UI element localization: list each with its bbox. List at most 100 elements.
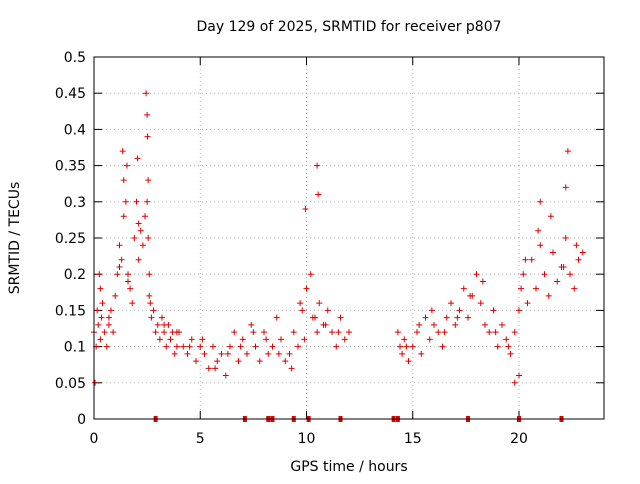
data-point <box>147 300 154 307</box>
data-point <box>197 343 204 350</box>
data-point <box>273 314 280 321</box>
x-tick-label: 10 <box>298 431 316 447</box>
data-point <box>337 314 344 321</box>
data-point <box>448 300 454 307</box>
data-point <box>210 343 216 350</box>
y-tick-label: 0.05 <box>55 376 86 392</box>
data-point <box>105 321 112 328</box>
data-point <box>161 329 168 336</box>
data-point <box>465 314 471 321</box>
x-axis-label: GPS time / hours <box>290 459 407 475</box>
data-point <box>173 329 180 336</box>
data-point <box>314 162 321 169</box>
y-tick-label: 0 <box>77 412 86 428</box>
data-point <box>144 198 151 205</box>
data-point <box>250 329 257 336</box>
data-point <box>118 256 125 263</box>
data-point <box>290 329 297 336</box>
data-point <box>222 372 229 379</box>
data-point <box>528 256 535 263</box>
data-point <box>98 314 105 321</box>
data-point <box>456 307 463 314</box>
x-tick-label: 5 <box>196 431 205 447</box>
data-point <box>97 285 104 292</box>
y-tick-label: 0.4 <box>64 122 86 138</box>
data-point <box>261 329 267 336</box>
data-point <box>145 177 152 184</box>
data-point <box>399 350 406 357</box>
data-point <box>161 321 168 328</box>
data-point <box>460 285 467 292</box>
data-point <box>94 307 101 314</box>
data-point <box>573 242 580 249</box>
data-point <box>541 271 548 278</box>
y-tick-label: 0.1 <box>64 340 86 356</box>
data-point <box>524 300 531 307</box>
data-point <box>122 198 129 205</box>
data-point <box>125 271 131 278</box>
data-point <box>237 343 244 350</box>
data-point <box>307 271 314 278</box>
data-point <box>145 235 152 241</box>
data-point <box>547 213 554 220</box>
data-point <box>324 307 331 314</box>
data-point <box>119 148 126 155</box>
data-point <box>218 350 225 357</box>
data-point <box>516 372 522 379</box>
data-point <box>335 329 342 336</box>
data-point <box>186 343 193 350</box>
data-point <box>431 321 437 328</box>
data-point <box>167 336 174 343</box>
data-point <box>477 300 484 307</box>
data-point <box>329 329 335 336</box>
data-point <box>224 350 231 357</box>
data-point <box>156 336 163 343</box>
data-point <box>171 350 178 357</box>
data-point <box>322 321 329 328</box>
data-point <box>152 329 159 336</box>
data-point <box>486 329 493 336</box>
data-point <box>562 235 569 241</box>
data-point <box>135 256 142 263</box>
data-point <box>146 292 153 299</box>
data-point <box>302 206 309 213</box>
data-point <box>494 343 501 350</box>
data-point <box>133 198 140 205</box>
data-point <box>479 278 486 285</box>
data-point <box>533 285 539 292</box>
data-point <box>235 358 242 365</box>
data-point <box>511 329 518 336</box>
data-point <box>134 155 141 162</box>
data-point <box>129 300 136 307</box>
data-point <box>439 343 446 350</box>
data-point <box>282 358 289 365</box>
data-point <box>248 321 255 328</box>
y-tick-label: 0.45 <box>55 86 86 102</box>
data-point <box>297 300 304 307</box>
data-point <box>564 148 571 155</box>
data-point <box>127 285 134 292</box>
data-point <box>144 133 151 140</box>
data-point <box>435 329 442 336</box>
data-point <box>108 307 114 314</box>
data-point <box>112 292 119 299</box>
data-point <box>405 358 412 365</box>
data-point <box>316 300 323 307</box>
data-point <box>443 314 450 321</box>
data-point <box>554 278 561 285</box>
data-point <box>252 343 259 350</box>
data-point <box>231 329 238 336</box>
data-point <box>205 365 212 372</box>
data-point <box>101 329 108 336</box>
data-point <box>201 350 208 357</box>
data-point <box>314 329 321 336</box>
data-point <box>295 343 301 350</box>
data-point <box>143 90 150 97</box>
data-point <box>159 314 165 321</box>
data-point <box>256 358 263 365</box>
data-point <box>428 307 435 314</box>
data-point <box>103 343 110 350</box>
data-point <box>537 242 544 249</box>
